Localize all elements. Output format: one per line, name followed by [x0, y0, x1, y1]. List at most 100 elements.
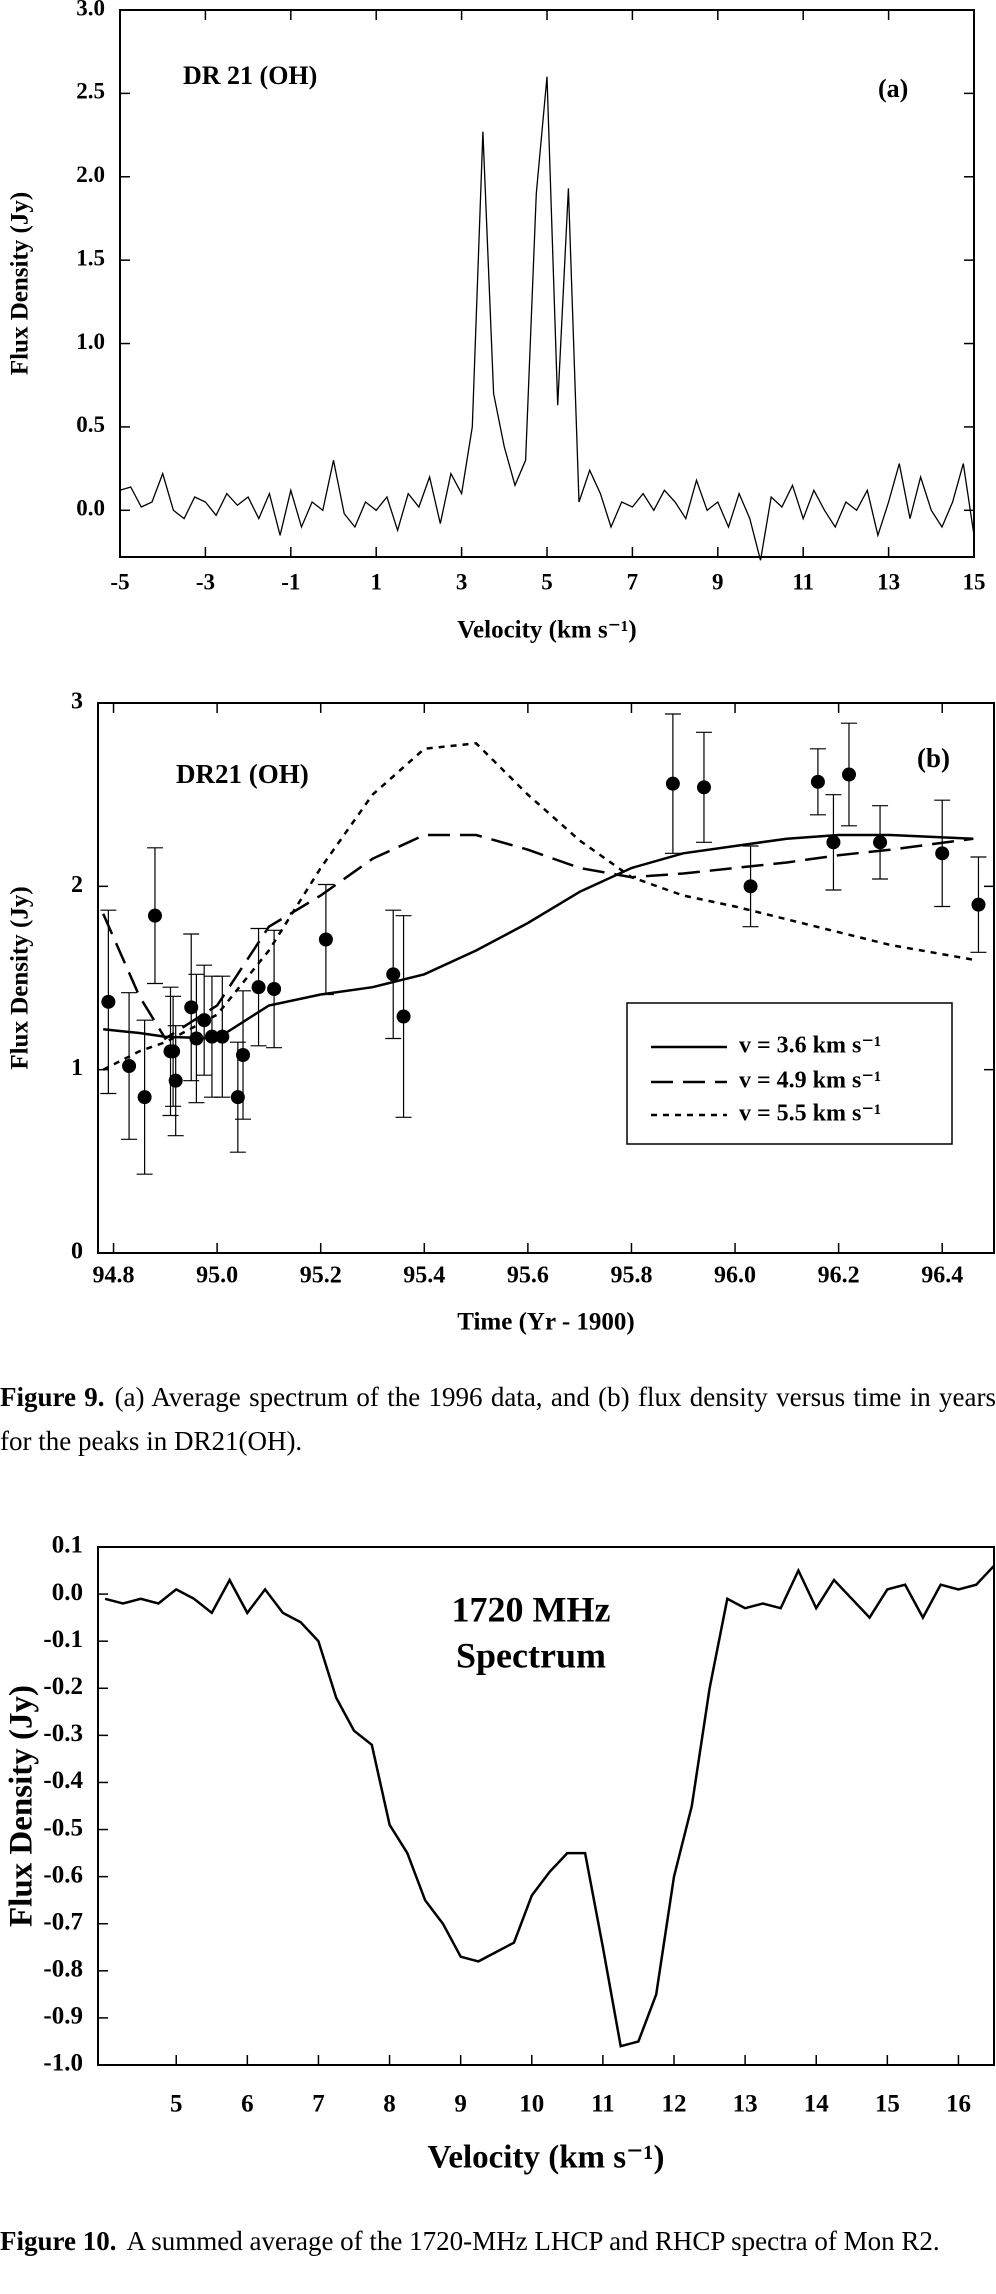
data-point [184, 1000, 199, 1015]
caption: Figure 10. A summed average of the 1720-M… [0, 2219, 996, 2263]
data-point [197, 1013, 212, 1028]
x-tick-label: 9 [712, 569, 724, 594]
data-point [215, 1029, 230, 1044]
data-point [204, 1029, 219, 1044]
y-tick-label: 1 [71, 1055, 83, 1081]
y-tick-label: -0.6 [43, 1861, 83, 1888]
y-tick-label: -0.5 [43, 1814, 83, 1841]
x-tick-label: -1 [281, 569, 300, 594]
y-tick-label: -0.9 [43, 2003, 83, 2030]
y-tick-label: 3.0 [76, 0, 105, 20]
data-point [810, 774, 825, 789]
annotation: Spectrum [456, 1635, 606, 1675]
x-tick-label: 96.0 [714, 1263, 756, 1289]
data-point [743, 879, 758, 894]
y-tick-label: 2 [71, 872, 83, 898]
x-tick-label: 15 [963, 569, 986, 594]
x-axis-label: Velocity (km s⁻¹) [428, 2140, 665, 2176]
y-tick-label: 2.0 [76, 162, 105, 187]
data-point [267, 982, 282, 996]
data-point [101, 994, 116, 1009]
x-tick-label: 95.8 [610, 1263, 652, 1289]
data-point [386, 967, 401, 982]
y-tick-label: -0.7 [43, 1908, 83, 1935]
caption-text: (a) Average spectrum of the 1996 data, a… [0, 1382, 996, 1456]
data-point [147, 908, 162, 923]
x-tick-label: 94.8 [93, 1263, 135, 1289]
spectrum-line [104, 1564, 995, 2048]
annotation: 1720 MHz [452, 1589, 611, 1629]
y-tick-label: 0 [71, 1239, 83, 1265]
data-point [122, 1059, 137, 1073]
caption-label: Figure 10. [0, 2226, 117, 2256]
y-tick-label: -0.4 [43, 1767, 83, 1794]
data-point [873, 835, 888, 850]
x-tick-label: 10 [519, 2091, 544, 2118]
caption: Figure 9. (a) Average spectrum of the 199… [0, 1375, 996, 1463]
x-tick-label: 8 [383, 2091, 396, 2118]
series-line [102, 741, 974, 1071]
data-point [230, 1090, 245, 1105]
x-tick-label: 96.4 [921, 1263, 963, 1289]
data-point [841, 767, 856, 782]
annotation: DR21 (OH) [176, 759, 309, 789]
data-point [236, 1048, 251, 1062]
plot-frame [97, 1546, 995, 2066]
annotation: DR 21 (OH) [183, 61, 317, 90]
annotation: (a) [878, 74, 908, 103]
x-tick-label: 12 [662, 2091, 687, 2118]
x-tick-label: 5 [170, 2091, 183, 2118]
y-tick-label: -1.0 [43, 2050, 83, 2077]
data-point [971, 897, 986, 912]
y-tick-label: -0.2 [43, 1673, 83, 1700]
x-tick-label: 13 [733, 2091, 758, 2118]
y-tick-label: -0.1 [43, 1626, 83, 1653]
x-tick-label: 95.6 [507, 1263, 549, 1289]
y-tick-label: 1.5 [76, 245, 105, 270]
legend-label: v = 5.5 km s⁻¹ [739, 1101, 881, 1127]
data-point [396, 1009, 411, 1024]
x-tick-label: 9 [454, 2091, 467, 2118]
x-tick-label: 16 [946, 2091, 971, 2118]
x-tick-label: 6 [241, 2091, 254, 2118]
data-point [251, 980, 266, 995]
caption-label: Figure 9. [0, 1382, 105, 1412]
x-tick-label: 96.2 [818, 1263, 860, 1289]
y-axis-label: Flux Density (Jy) [7, 192, 34, 375]
legend-label: v = 4.9 km s⁻¹ [739, 1068, 881, 1094]
series-line [102, 833, 974, 1041]
x-tick-label: 13 [877, 569, 900, 594]
data-point [168, 1073, 183, 1088]
x-tick-label: 5 [541, 569, 553, 594]
y-tick-label: -0.8 [43, 1956, 83, 1983]
y-axis-label: Flux Density (Jy) [4, 1685, 40, 1927]
x-tick-label: 14 [804, 2091, 830, 2118]
legend-label: v = 3.6 km s⁻¹ [739, 1033, 881, 1059]
plot-frame [97, 702, 995, 1254]
x-axis-label: Time (Yr - 1900) [457, 1309, 635, 1336]
data-point [665, 776, 680, 791]
data-point [696, 780, 711, 795]
x-tick-label: -3 [196, 569, 215, 594]
caption-text: A summed average of the 1720-MHz LHCP an… [126, 2226, 940, 2256]
x-tick-label: 3 [456, 569, 468, 594]
x-axis-label: Velocity (km s⁻¹) [457, 617, 636, 644]
y-axis-label: Flux Density (Jy) [7, 886, 34, 1069]
x-tick-label: 11 [591, 2091, 615, 2118]
x-tick-label: 1 [370, 569, 382, 594]
annotation: (b) [917, 743, 950, 773]
y-tick-label: 1.0 [76, 329, 105, 354]
x-tick-label: 95.4 [403, 1263, 445, 1289]
data-point [166, 1044, 181, 1059]
x-tick-label: 7 [312, 2091, 325, 2118]
data-point [318, 932, 333, 947]
y-tick-label: 2.5 [76, 79, 105, 104]
x-tick-label: 95.0 [196, 1263, 238, 1289]
data-point [826, 835, 841, 850]
x-tick-label: 7 [627, 569, 639, 594]
x-tick-label: 95.2 [300, 1263, 342, 1289]
data-point [189, 1031, 204, 1046]
y-tick-label: 3 [71, 689, 83, 715]
